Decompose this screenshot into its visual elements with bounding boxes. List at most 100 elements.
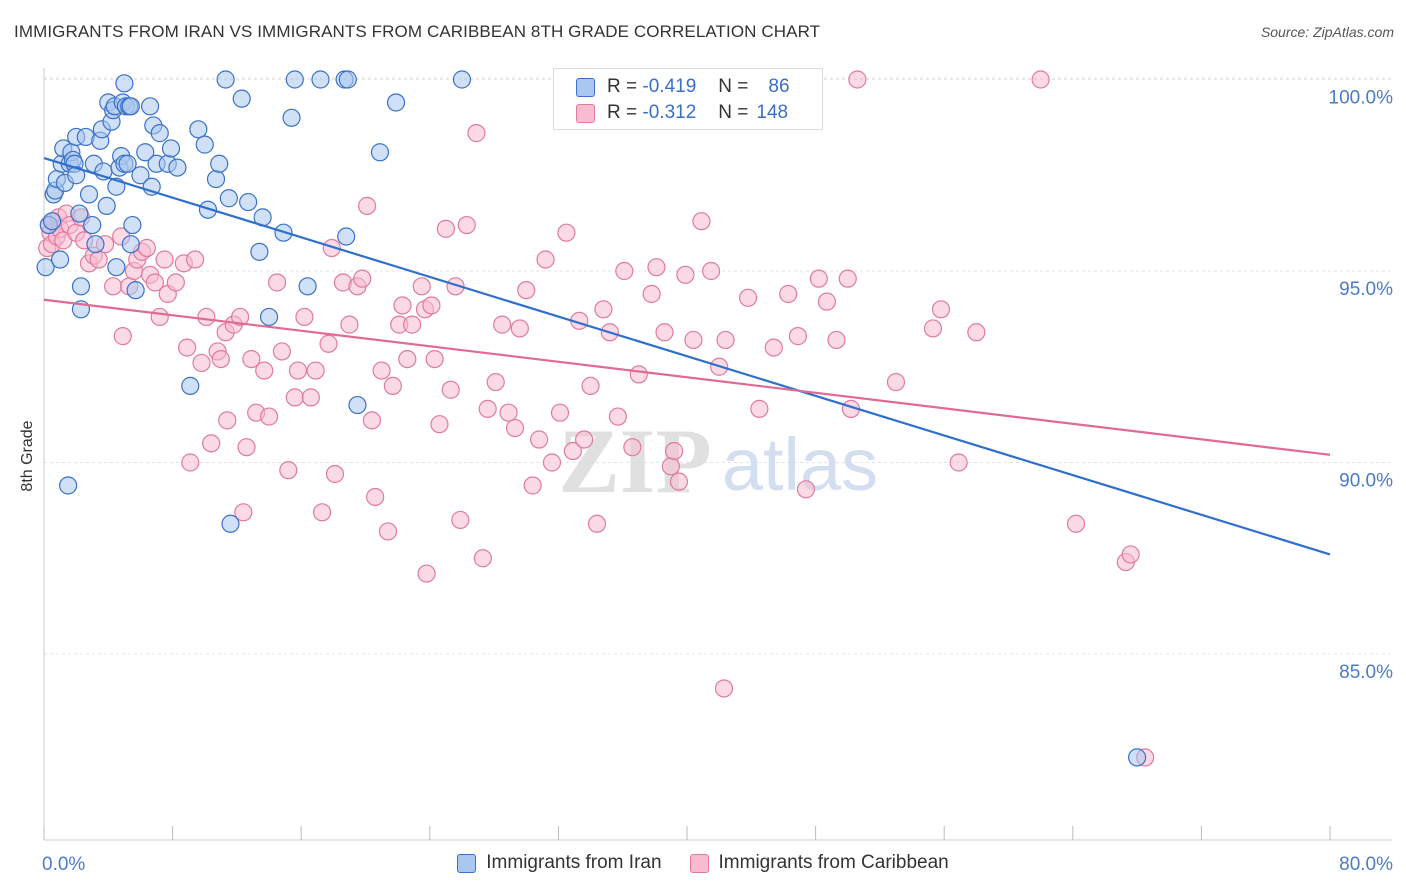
iran-point (311, 70, 330, 89)
caribbean-point (473, 549, 492, 568)
caribbean-point (430, 415, 449, 434)
legend-item-iran[interactable]: Immigrants from Iran (457, 852, 662, 874)
caribbean-point (104, 277, 123, 296)
caribbean-point (665, 441, 684, 461)
caribbean-point (237, 438, 256, 457)
caribbean-point (517, 281, 536, 300)
axes (43, 68, 1392, 841)
caribbean-point (587, 514, 607, 533)
iran-point (168, 158, 187, 177)
caribbean-point (312, 503, 332, 522)
caribbean-point (295, 307, 314, 327)
caribbean-point (594, 300, 613, 319)
caribbean-point (288, 361, 308, 380)
caribbean-point (177, 338, 197, 357)
iran-point (150, 124, 169, 143)
caribbean-point (202, 434, 221, 453)
caribbean-point (738, 288, 758, 307)
iran-n-value: 86 (768, 76, 790, 97)
iran-point (115, 74, 134, 93)
iran-point (1127, 748, 1147, 767)
caribbean-point (383, 376, 402, 395)
caribbean-point (113, 327, 132, 346)
caribbean-point (608, 407, 627, 426)
caribbean-point (949, 453, 968, 472)
legend-iran-label: Immigrants from Iran (486, 852, 662, 873)
caribbean-point (1031, 70, 1050, 89)
watermark: ZIP atlas (558, 410, 878, 512)
iran-point (348, 395, 367, 415)
iran-point (67, 166, 86, 185)
iran-point (221, 514, 240, 533)
caribbean-point (234, 503, 253, 522)
x-tick-label-min: 0.0% (42, 854, 85, 875)
caribbean-point (702, 261, 721, 281)
caribbean-point (714, 679, 734, 698)
caribbean-point (542, 453, 562, 472)
iran-point (259, 307, 279, 327)
stats-box: R = -0.419 N = 86 R = -0.312 N = 148 (553, 68, 823, 130)
caribbean-point (145, 273, 165, 292)
caribbean-point (197, 307, 216, 327)
caribbean-point (684, 330, 703, 350)
caribbean-point (1066, 514, 1086, 533)
stats-row-iran: R = -0.419 N = 86 (576, 75, 790, 99)
caribbean-point (412, 277, 431, 296)
iran-point (59, 476, 78, 495)
iran-point (282, 108, 301, 127)
iran-point (195, 135, 214, 154)
iran-swatch (576, 77, 595, 97)
caribbean-point (279, 461, 298, 480)
caribbean-point (155, 250, 174, 269)
iran-point (50, 250, 70, 269)
caribbean-point (505, 418, 525, 438)
caribbean-point (446, 277, 465, 296)
caribbean-r-label: R = (607, 102, 638, 123)
iran-point (189, 120, 208, 139)
caribbean-point (362, 411, 382, 430)
caribbean-point (425, 349, 444, 369)
caribbean-point (259, 407, 279, 426)
iran-point (370, 143, 390, 162)
caribbean-point (563, 441, 582, 461)
iran-point (79, 185, 99, 204)
source-credit: Source: ZipAtlas.com (1260, 24, 1394, 40)
caribbean-n-label: N = (718, 102, 749, 123)
caribbean-point (393, 296, 412, 315)
iran-point (107, 258, 126, 277)
caribbean-point (764, 338, 783, 357)
caribbean-point (661, 457, 681, 476)
caribbean-point (451, 510, 470, 530)
iran-point (206, 169, 226, 189)
caribbean-point (478, 399, 497, 418)
caribbean-point (319, 334, 338, 353)
iran-point (181, 376, 200, 395)
caribbean-point (186, 250, 205, 269)
caribbean-point (231, 307, 250, 327)
iran-point (452, 70, 472, 89)
caribbean-point (340, 315, 359, 334)
iran-r-label: R = (607, 76, 638, 97)
caribbean-point (530, 430, 549, 449)
caribbean-point (242, 349, 261, 369)
caribbean-point (817, 292, 836, 311)
iran-point (140, 97, 160, 116)
caribbean-point (848, 70, 867, 89)
caribbean-point (510, 319, 529, 338)
iran-point (338, 70, 357, 89)
caribbean-point (886, 372, 906, 392)
caribbean-point (796, 480, 816, 499)
caribbean-point (669, 472, 689, 491)
legend-item-caribbean[interactable]: Immigrants from Caribbean (689, 852, 949, 874)
caribbean-point (422, 296, 441, 315)
iran-point (131, 166, 150, 185)
iran-point (97, 196, 116, 215)
iran-point (118, 154, 137, 173)
caribbean-point (272, 342, 292, 361)
caribbean-swatch (576, 103, 595, 123)
caribbean-point (325, 464, 345, 484)
caribbean-point (692, 212, 711, 231)
iran-point (126, 281, 145, 300)
caribbean-point (827, 330, 846, 350)
caribbean-point (372, 361, 391, 380)
